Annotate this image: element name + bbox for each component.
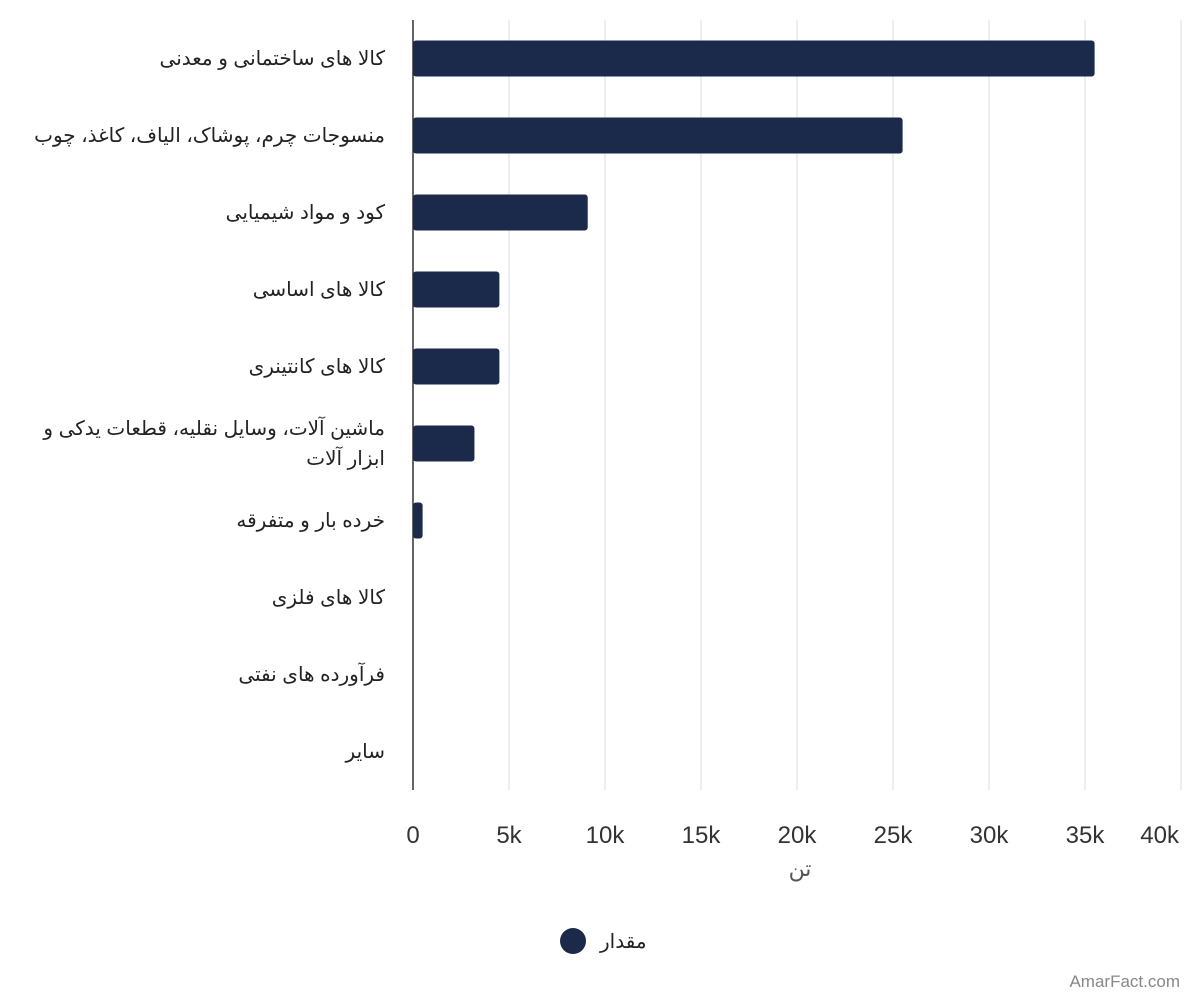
- category-label: منسوجات چرم، پوشاک، الیاف، کاغذ، چوب: [34, 124, 385, 147]
- bar: [413, 117, 903, 154]
- x-tick-label: 30k: [970, 822, 1010, 849]
- category-label: کالا های اساسی: [252, 278, 385, 301]
- credit-text[interactable]: AmarFact.com: [1069, 972, 1180, 991]
- bar: [413, 425, 475, 462]
- bar: [413, 40, 1095, 77]
- x-tick-label: 5k: [496, 822, 522, 849]
- legend-marker: [560, 928, 586, 954]
- bar: [413, 348, 500, 385]
- bar: [413, 194, 588, 231]
- x-tick-label: 25k: [874, 822, 914, 849]
- x-tick-label: 35k: [1066, 822, 1106, 849]
- category-label: کود و مواد شیمیایی: [225, 201, 385, 224]
- category-label: کالا های ساختمانی و معدنی: [159, 47, 385, 70]
- legend[interactable]: مقدار: [560, 926, 647, 956]
- legend-label: مقدار: [600, 930, 647, 953]
- category-label: خرده بار و متفرقه: [236, 509, 385, 532]
- category-label: فرآورده های نفتی: [238, 663, 385, 686]
- category-label: سایر: [345, 740, 385, 763]
- x-tick-label: 40k: [1140, 822, 1180, 849]
- x-tick-label: 0: [406, 822, 419, 849]
- bar: [413, 502, 423, 539]
- x-tick-label: 20k: [778, 822, 818, 849]
- x-axis-title: تن: [788, 856, 812, 881]
- x-tick-label: 15k: [682, 822, 722, 849]
- category-label: کالا های فلزی: [271, 586, 385, 609]
- bar: [413, 271, 500, 308]
- x-tick-label: 10k: [586, 822, 626, 849]
- category-label: ماشین آلات، وسایل نقلیه، قطعات یدکی و اب…: [43, 417, 385, 470]
- category-label: کالا های کانتینری: [248, 355, 385, 378]
